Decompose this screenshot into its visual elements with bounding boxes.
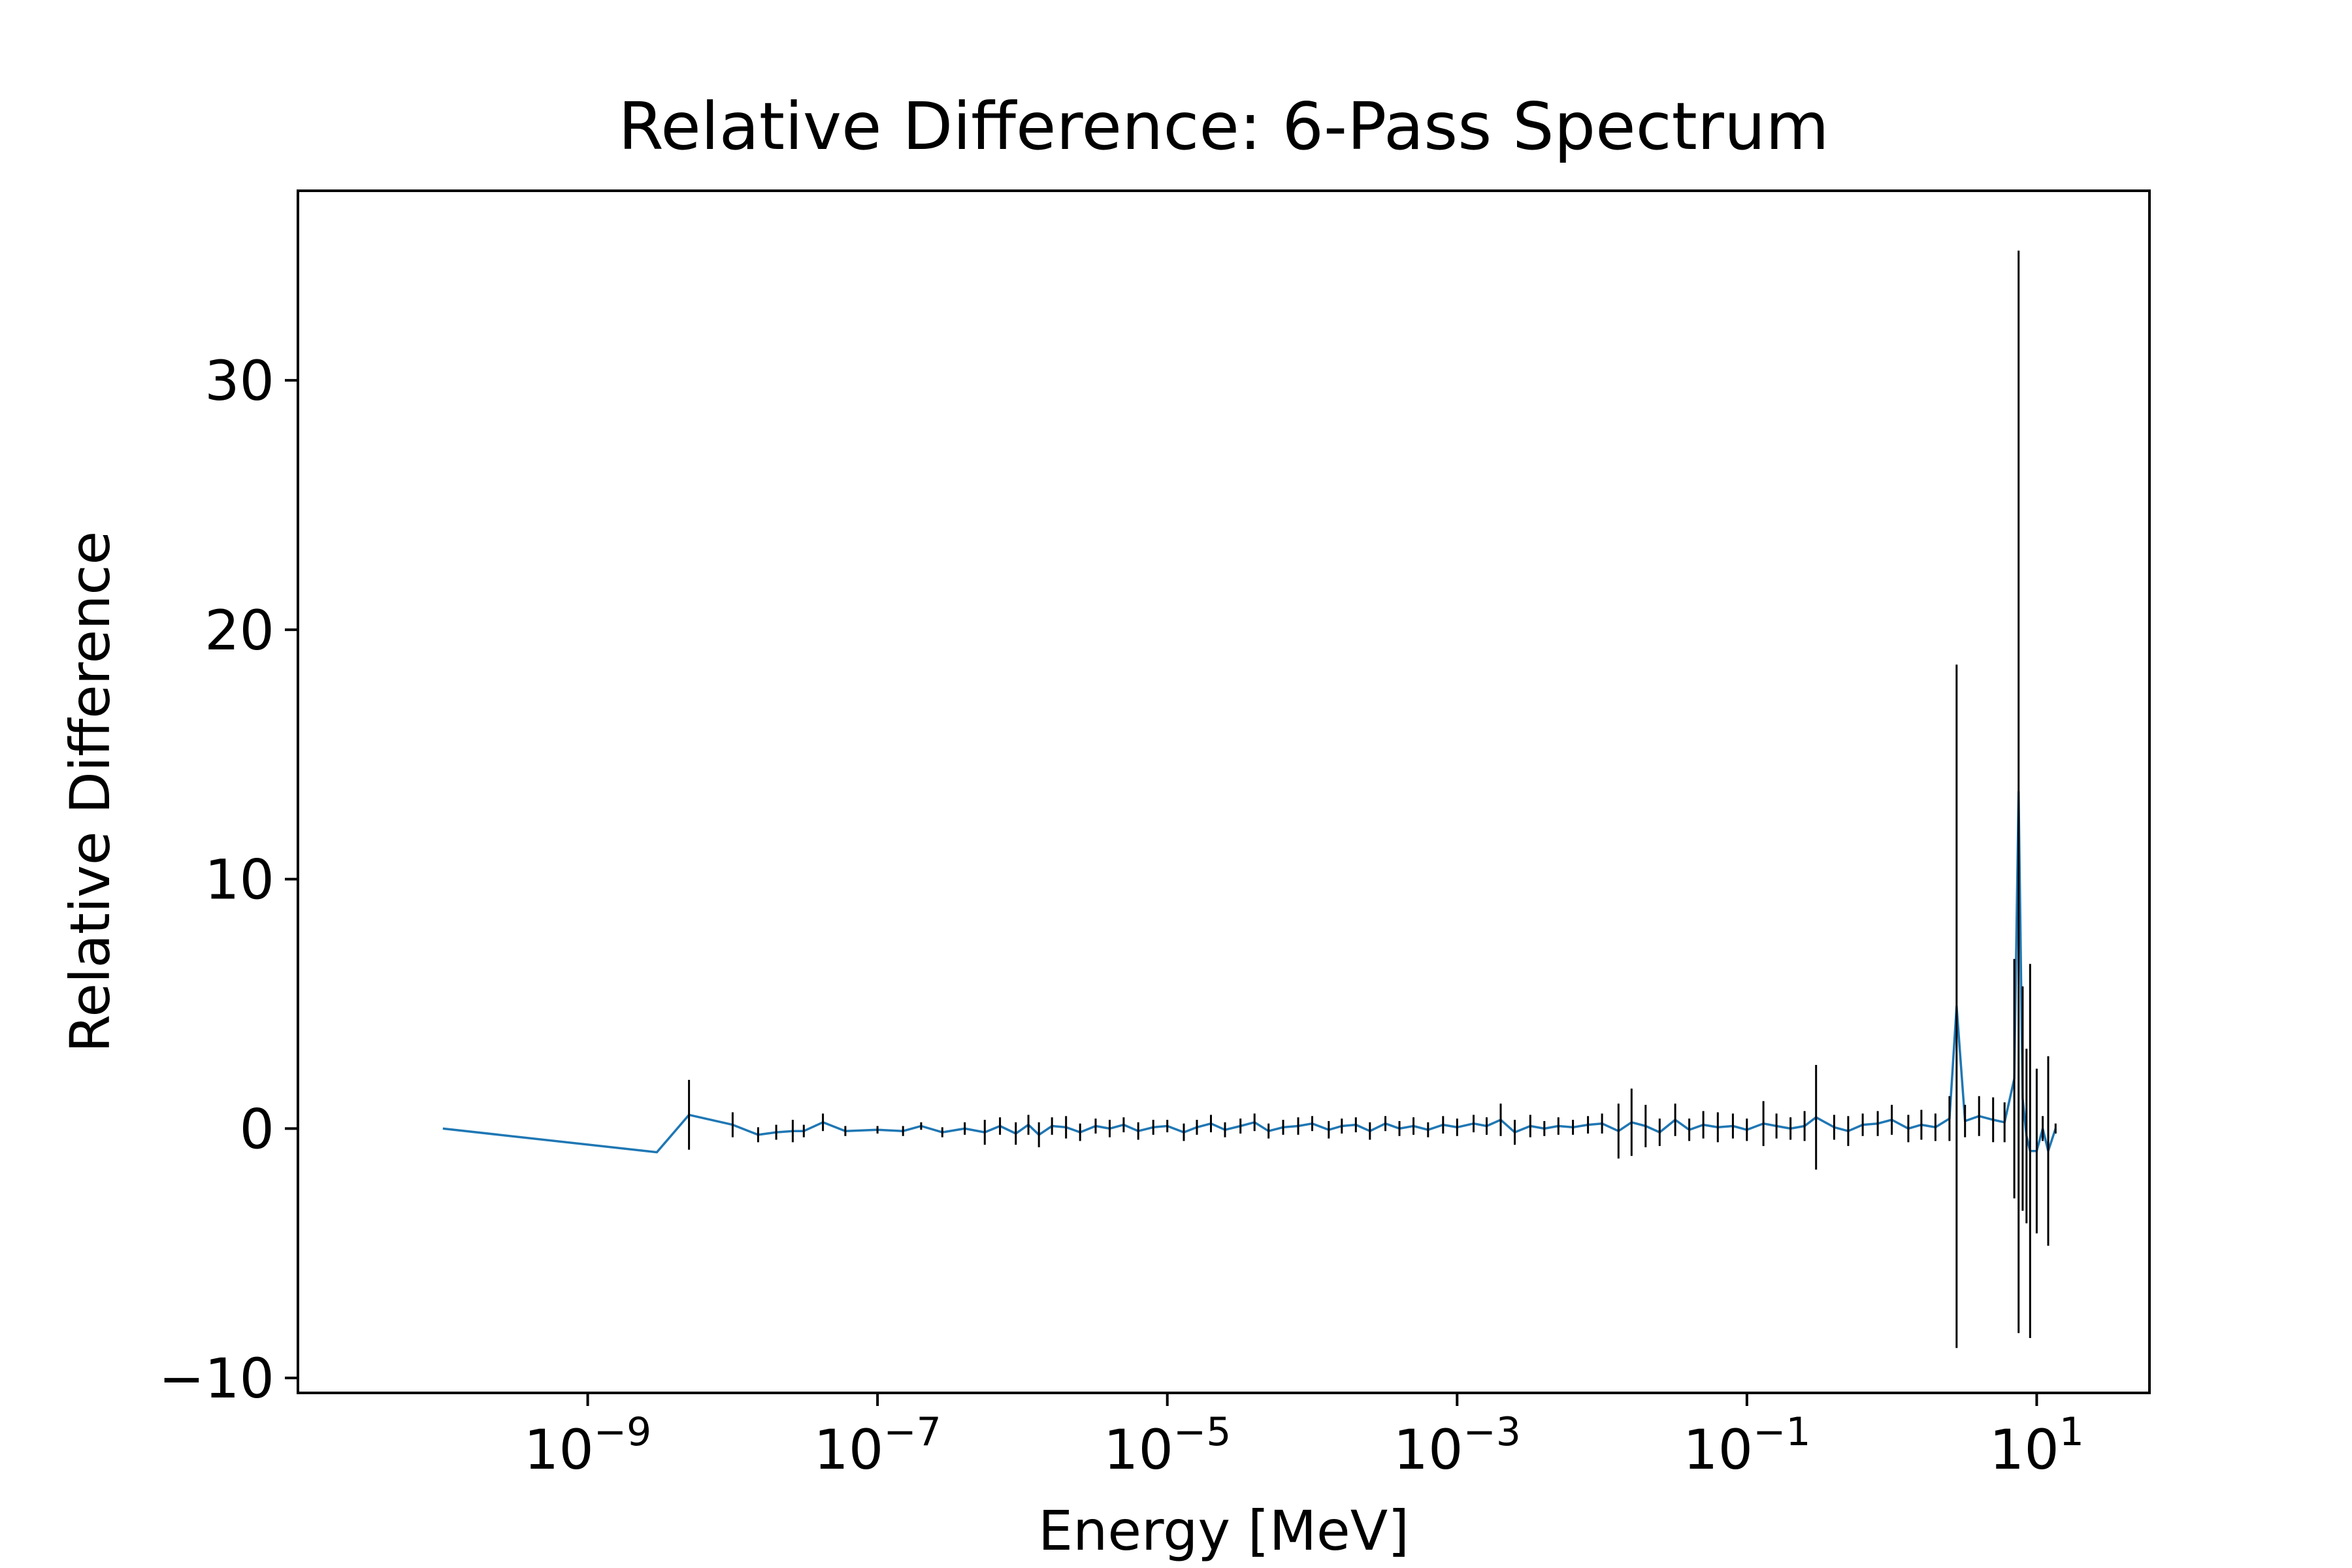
y-tick-label: 30: [204, 349, 274, 413]
y-axis-label: Relative Difference: [58, 531, 122, 1053]
series-group: [442, 250, 2057, 1348]
plot-frame: [297, 189, 2151, 1394]
x-tick-label: 10−9: [524, 1409, 651, 1482]
x-axis-label: Energy [MeV]: [1038, 1499, 1409, 1563]
x-tick-label: 10−3: [1394, 1409, 1521, 1482]
x-tick-label: 10−7: [813, 1409, 941, 1482]
x-ticks-group: 10−9 10−7 10−5 10−3 10−1 101: [524, 1393, 2084, 1482]
y-tick-label: 10: [204, 848, 274, 912]
y-tick-label: 20: [204, 598, 274, 662]
chart-title: Relative Difference: 6-Pass Spectrum: [618, 88, 1829, 165]
y-tick-label: 0: [240, 1097, 274, 1161]
y-tick-label: −10: [159, 1347, 274, 1411]
y-ticks-group: −10 0 10 20 30: [159, 349, 298, 1411]
